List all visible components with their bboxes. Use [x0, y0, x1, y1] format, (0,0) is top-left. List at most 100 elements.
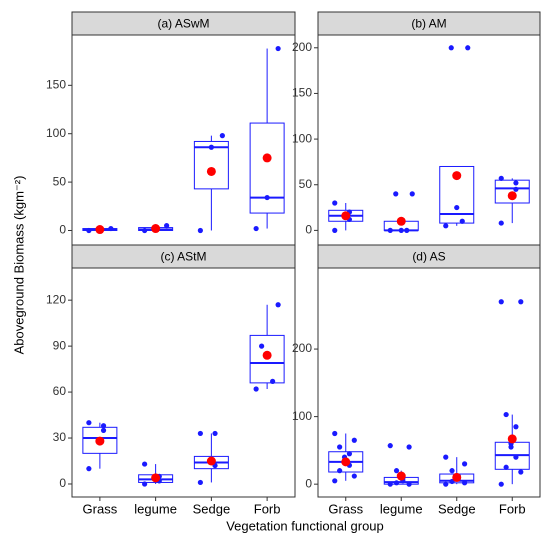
- y-tick-label: 60: [53, 384, 67, 398]
- point: [264, 194, 270, 201]
- point: [275, 45, 281, 52]
- point: [86, 420, 92, 426]
- y-tick-label: 0: [305, 476, 312, 490]
- y-tick-label: 200: [292, 40, 312, 54]
- point: [498, 299, 504, 305]
- point: [219, 133, 225, 139]
- point: [197, 430, 203, 437]
- mean: [95, 436, 105, 446]
- mean: [95, 225, 105, 235]
- x-tick-label: Grass: [328, 501, 363, 516]
- point: [443, 454, 449, 460]
- point: [253, 225, 259, 232]
- y-tick-label: 0: [59, 476, 66, 490]
- point: [459, 218, 465, 224]
- point: [351, 473, 357, 479]
- x-tick-label: Grass: [83, 501, 118, 516]
- point: [513, 454, 519, 460]
- point: [387, 227, 393, 233]
- point: [513, 424, 519, 430]
- point: [465, 45, 471, 51]
- point: [142, 461, 148, 467]
- point: [513, 180, 519, 186]
- panel-title: (a) ASwM: [157, 17, 209, 31]
- y-tick-label: 100: [292, 131, 312, 145]
- mean: [262, 350, 272, 360]
- point: [108, 225, 114, 232]
- point: [332, 227, 338, 233]
- point: [454, 204, 460, 211]
- y-tick-label: 100: [46, 126, 66, 140]
- mean: [507, 434, 517, 444]
- point: [387, 481, 393, 487]
- point: [197, 227, 203, 234]
- point: [462, 480, 468, 486]
- point: [142, 227, 148, 234]
- point: [346, 451, 353, 457]
- x-tick-label: legume: [134, 501, 177, 516]
- point: [142, 481, 148, 487]
- y-tick-label: 150: [46, 77, 66, 91]
- mean: [452, 472, 462, 482]
- x-tick-label: Forb: [499, 501, 526, 516]
- point: [443, 481, 449, 487]
- point: [404, 227, 410, 233]
- mean: [206, 166, 216, 176]
- point: [259, 343, 265, 349]
- point: [100, 427, 107, 433]
- point: [393, 468, 400, 474]
- panel: [71, 267, 296, 498]
- point: [387, 443, 393, 449]
- y-tick-label: 150: [292, 86, 312, 100]
- point: [398, 227, 404, 233]
- y-tick-label: 100: [292, 409, 312, 423]
- point: [164, 223, 170, 229]
- point: [503, 464, 509, 470]
- point: [443, 223, 449, 229]
- point: [393, 191, 399, 197]
- point: [498, 175, 504, 181]
- mean: [206, 456, 216, 466]
- point: [406, 481, 412, 487]
- panel-title: (c) AStM: [160, 250, 206, 264]
- mean: [396, 216, 406, 226]
- point: [332, 430, 338, 437]
- panel-title: (b) AM: [411, 17, 446, 31]
- x-tick-label: legume: [380, 501, 423, 516]
- x-tick-label: Sedge: [193, 501, 231, 516]
- point: [518, 299, 524, 305]
- point: [406, 444, 412, 450]
- y-tick-label: 30: [53, 430, 67, 444]
- mean: [151, 224, 161, 234]
- x-tick-label: Forb: [254, 501, 281, 516]
- point: [100, 423, 107, 429]
- point: [86, 227, 92, 234]
- mean: [151, 473, 161, 483]
- mean: [262, 153, 272, 163]
- point: [462, 461, 468, 467]
- point: [337, 444, 343, 450]
- point: [513, 186, 519, 192]
- point: [498, 481, 504, 487]
- panel-title: (d) AS: [412, 250, 445, 264]
- point: [332, 200, 338, 206]
- point: [208, 144, 214, 150]
- y-tick-label: 200: [292, 341, 312, 355]
- point: [212, 430, 218, 437]
- y-tick-label: 0: [59, 223, 66, 237]
- x-axis-label: Vegetation functional group: [226, 518, 384, 533]
- y-tick-label: 50: [53, 174, 67, 188]
- mean: [507, 191, 517, 201]
- point: [351, 437, 357, 443]
- point: [332, 478, 338, 484]
- mean: [452, 171, 462, 181]
- point: [409, 191, 415, 197]
- point: [498, 220, 504, 226]
- point: [86, 466, 92, 472]
- mean: [396, 471, 406, 481]
- y-axis-label: Aboveground Biomass (kgm⁻²): [11, 176, 26, 355]
- point: [275, 302, 281, 308]
- point: [518, 469, 524, 475]
- y-tick-label: 50: [299, 177, 313, 191]
